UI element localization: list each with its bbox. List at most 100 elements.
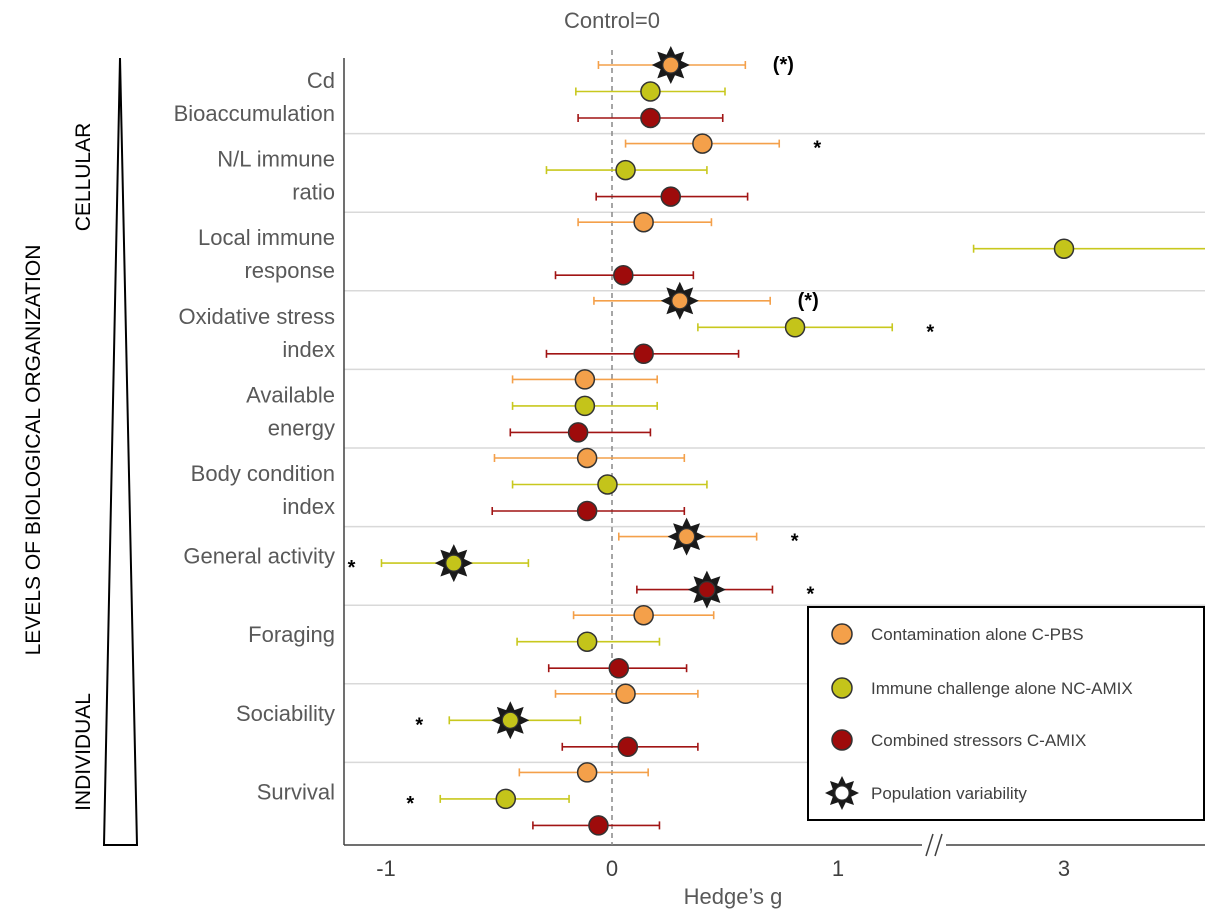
point-estimate xyxy=(588,815,609,836)
significance-mark: (*) xyxy=(798,290,819,312)
data-point-c_pbs xyxy=(511,369,659,390)
point-estimate xyxy=(567,422,589,443)
category-labels: Cd Bioaccumulation N/L immune ratio Local im… xyxy=(174,68,335,804)
significance-mark: * xyxy=(406,793,414,815)
legend-box xyxy=(807,606,1205,821)
data-point-c_amix xyxy=(554,264,695,286)
category-label: Body condition xyxy=(191,461,335,486)
point-estimate xyxy=(1053,238,1075,259)
data-point-c_pbs xyxy=(554,683,699,705)
category-label: Survival xyxy=(257,779,335,804)
point-estimate xyxy=(501,711,519,729)
data-point-c_pbs xyxy=(493,447,686,469)
category-label: Foraging xyxy=(248,622,335,647)
point-estimate xyxy=(445,554,463,572)
category-label: ratio xyxy=(292,180,335,205)
point-estimate xyxy=(698,580,716,599)
significance-mark: * xyxy=(926,321,934,343)
point-estimate xyxy=(633,604,654,626)
significance-mark: * xyxy=(415,714,423,736)
category-label: Available xyxy=(246,382,335,407)
chart-title: Control=0 xyxy=(564,8,660,33)
category-label: N/L immune xyxy=(217,147,335,172)
point-estimate xyxy=(613,264,634,286)
data-point-c_amix xyxy=(595,186,749,207)
data-point-c_amix xyxy=(561,736,699,758)
significance-mark: * xyxy=(813,138,821,160)
x-tick-label: 0 xyxy=(606,856,618,881)
point-estimate xyxy=(576,500,598,522)
data-point-c_amix: * xyxy=(636,570,815,609)
point-estimate xyxy=(615,159,636,181)
legend-label-c-amix: Combined stressors C-AMIX xyxy=(871,731,1086,750)
point-estimate xyxy=(633,211,654,233)
legend-label-population-variability: Population variability xyxy=(871,784,1027,803)
x-tick-label: 1 xyxy=(832,856,844,881)
category-label: index xyxy=(282,337,335,362)
data-point-nc_amix xyxy=(545,159,708,181)
x-tick-label: 3 xyxy=(1058,856,1070,881)
legend-label-nc-amix: Immune challenge alone NC-AMIX xyxy=(871,679,1133,698)
x-ticks: -1 0 1 3 xyxy=(376,856,1070,881)
point-estimate xyxy=(640,81,661,102)
data-point-c_amix xyxy=(532,815,661,836)
x-tick-label: -1 xyxy=(376,856,396,881)
data-point-nc_amix xyxy=(511,474,708,495)
data-point-c_pbs xyxy=(518,762,649,783)
data-point-nc_amix xyxy=(575,81,726,102)
data-point-c_amix xyxy=(577,107,724,129)
point-estimate xyxy=(692,133,713,154)
legend-label-c-pbs: Contamination alone C-PBS xyxy=(871,625,1084,644)
axis-break-mark xyxy=(934,833,943,857)
category-label: Bioaccumulation xyxy=(174,101,335,126)
data-point-nc_amix: * xyxy=(406,788,570,815)
data-point-nc_amix: * xyxy=(415,701,582,740)
point-estimate xyxy=(576,447,598,469)
level-bottom-label: INDIVIDUAL xyxy=(72,693,95,811)
category-label: Cd xyxy=(307,68,335,93)
data-point-c_pbs xyxy=(577,211,713,233)
significance-mark: * xyxy=(348,557,356,579)
point-estimate xyxy=(576,631,598,652)
point-estimate xyxy=(617,736,639,758)
point-estimate xyxy=(597,474,618,495)
category-label: Oxidative stress xyxy=(179,304,336,329)
legend-swatch-nc-amix xyxy=(831,677,853,699)
point-estimate xyxy=(608,657,630,679)
point-estimate xyxy=(576,762,598,783)
category-label: index xyxy=(282,494,335,519)
data-point-c_amix xyxy=(509,422,652,443)
data-point-c_pbs: (*) xyxy=(593,281,819,320)
point-estimate xyxy=(671,292,689,310)
category-label: Local immune xyxy=(198,225,335,250)
legend-swatch-c-pbs xyxy=(831,623,853,645)
side-axis-label: LEVELS OF BIOLOGICAL ORGANIZATION xyxy=(22,245,45,656)
point-estimate xyxy=(574,395,596,417)
category-label: energy xyxy=(268,415,335,440)
point-estimate xyxy=(662,56,680,74)
legend-population-variability-icon xyxy=(825,776,859,810)
category-label: General activity xyxy=(183,544,335,569)
point-estimate xyxy=(784,317,806,338)
point-estimate xyxy=(615,683,636,705)
data-point-nc_amix xyxy=(511,395,659,417)
legend-swatch-c-amix xyxy=(831,729,853,751)
data-point-c_amix xyxy=(545,343,740,365)
data-point-c_amix xyxy=(491,500,686,522)
point-estimate xyxy=(640,107,661,129)
data-point-nc_amix: * xyxy=(972,238,1205,259)
category-label: response xyxy=(244,258,335,283)
significance-mark: * xyxy=(791,531,799,553)
data-marks: (*) * * (*) * * * * * * xyxy=(348,46,1205,836)
data-point-c_pbs xyxy=(572,604,715,626)
data-point-nc_amix xyxy=(516,631,661,652)
data-point-c_pbs: * xyxy=(624,133,821,160)
point-estimate xyxy=(574,369,596,390)
data-point-nc_amix: * xyxy=(348,544,530,583)
data-point-c_pbs: * xyxy=(617,517,799,556)
star-center xyxy=(834,785,850,801)
axis-break-mark xyxy=(925,833,934,857)
significance-mark: (*) xyxy=(773,54,794,76)
category-label: Sociability xyxy=(236,701,335,726)
